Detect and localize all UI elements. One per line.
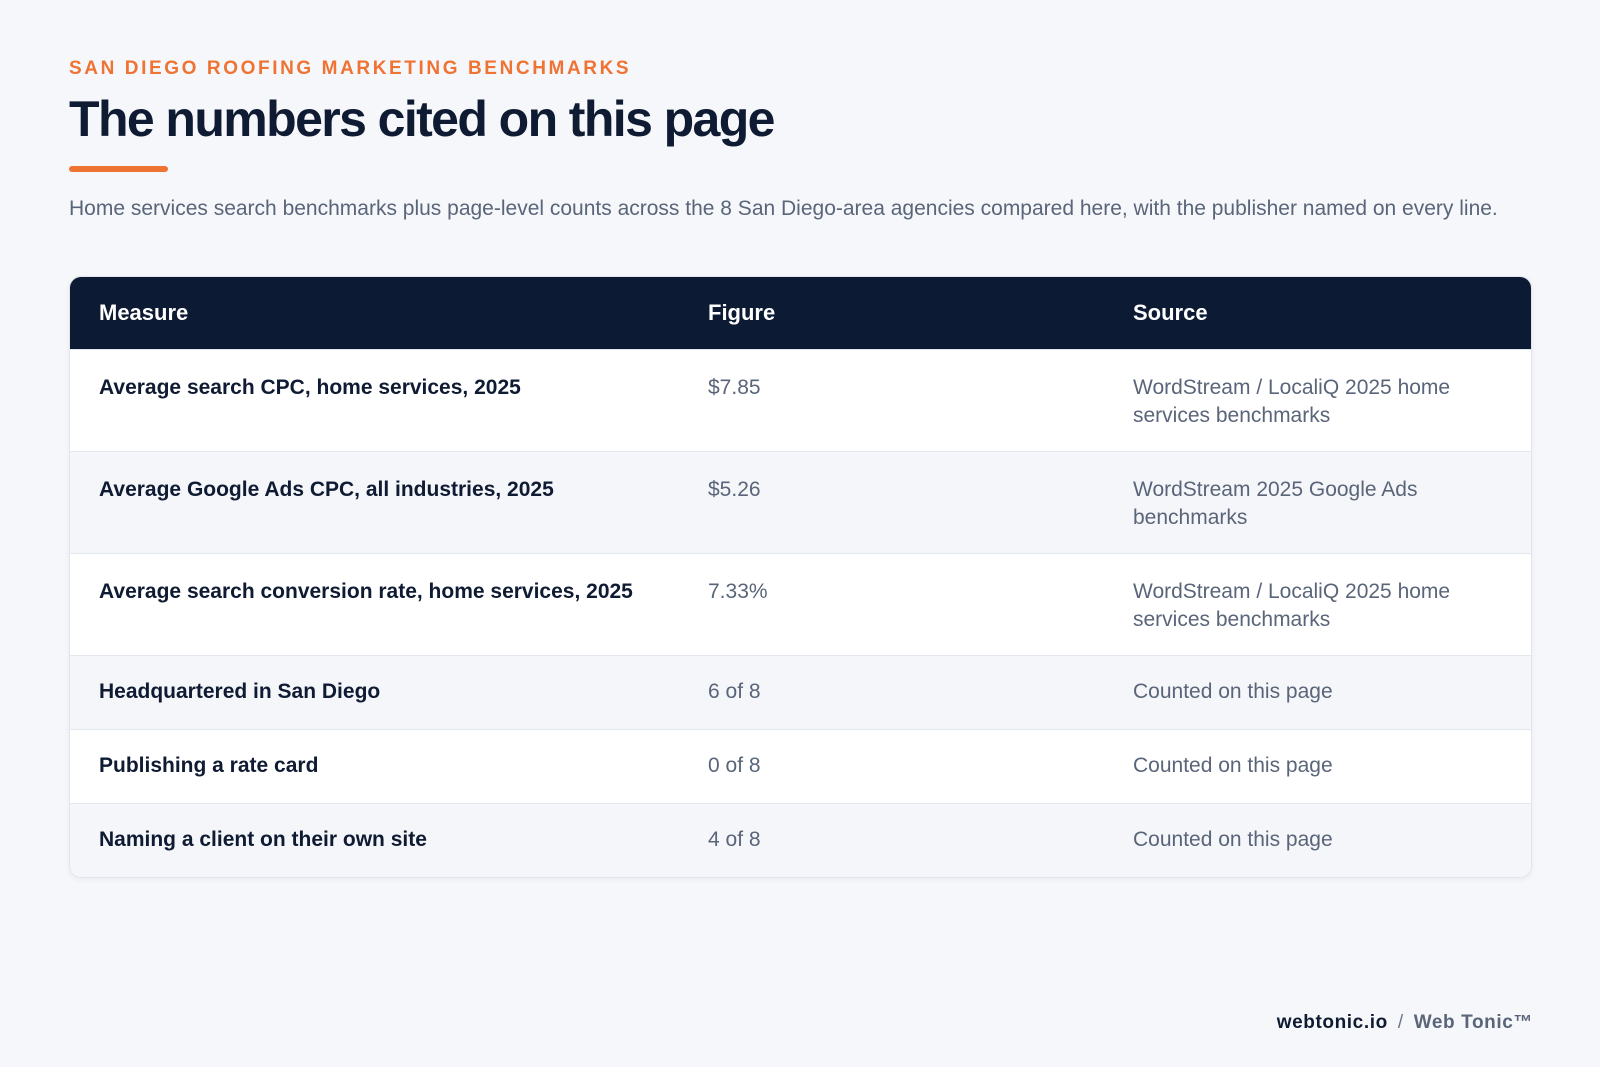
measure-cell: Headquartered in San Diego [99,679,381,703]
source-cell: Counted on this page [1133,753,1333,777]
figure-cell: $5.26 [708,477,761,501]
measure-cell: Average search conversion rate, home ser… [99,579,633,603]
source-cell: WordStream 2025 Google Ads benchmarks [1133,477,1418,529]
benchmarks-table-card: Measure Figure Source Average search CPC… [69,276,1532,878]
table-row: Publishing a rate card 0 of 8 Counted on… [70,729,1531,803]
column-header-measure: Measure [99,299,189,325]
footer-brand: Web Tonic™ [1413,1012,1533,1033]
figure-cell: 7.33% [708,579,768,603]
measure-cell: Naming a client on their own site [99,827,427,851]
source-cell: WordStream / LocaliQ 2025 home services … [1133,375,1451,427]
benchmarks-table: Measure Figure Source Average search CPC… [70,277,1531,877]
table-row: Average search conversion rate, home ser… [70,553,1531,655]
intro-text: Home services search benchmarks plus pag… [69,197,1498,220]
footer-separator: / [1397,1012,1404,1033]
eyebrow-label: SAN DIEGO ROOFING MARKETING BENCHMARKS [69,58,632,79]
measure-cell: Average search CPC, home services, 2025 [99,375,521,399]
table-header-row: Measure Figure Source [70,277,1531,349]
figure-cell: $7.85 [708,375,761,399]
table-row: Headquartered in San Diego 6 of 8 Counte… [70,655,1531,729]
table-row: Average search CPC, home services, 2025 … [70,349,1531,451]
footer-domain: webtonic.io [1276,1012,1388,1033]
page-title: The numbers cited on this page [69,91,775,147]
figure-cell: 6 of 8 [708,679,761,703]
title-underline [69,166,168,172]
column-header-figure: Figure [708,299,776,325]
figure-cell: 0 of 8 [708,753,761,777]
measure-cell: Publishing a rate card [99,753,319,777]
measure-cell: Average Google Ads CPC, all industries, … [99,477,554,501]
source-cell: Counted on this page [1133,827,1333,851]
table-row: Naming a client on their own site 4 of 8… [70,803,1531,877]
source-cell: WordStream / LocaliQ 2025 home services … [1133,579,1451,631]
column-header-source: Source [1133,299,1208,325]
table-row: Average Google Ads CPC, all industries, … [70,451,1531,553]
figure-cell: 4 of 8 [708,827,761,851]
footer-credit: webtonic.io / Web Tonic™ [1277,1012,1533,1034]
source-cell: Counted on this page [1133,679,1333,703]
